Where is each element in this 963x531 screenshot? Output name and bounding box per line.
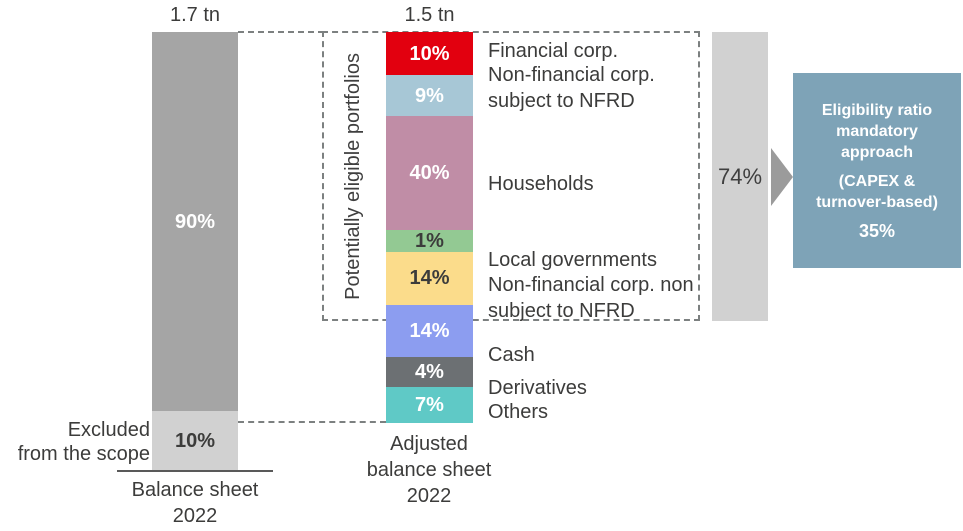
segment-in-scope: 90% [152,32,238,412]
segment-value-label: 4% [415,360,444,383]
segment-value-label: 14% [409,267,450,290]
bar1-caption-line1: Balance sheet [131,479,259,501]
segment-value-label: 7% [415,393,444,416]
eligible-portfolios-dashed-box [322,31,700,321]
category-label-nonfinancial-nfrd: Non-financial corp. subject to NFRD [488,64,655,112]
segment-value-label: 40% [409,161,450,184]
segment-excluded: 10% [152,411,238,471]
category-label-local-governments: Local governments [488,249,657,271]
segment-others: 7% [386,386,473,423]
bar2-total-label: 1.5 tn [404,4,455,26]
category-label-nonfinancial-non-nfrd: Non-financial corp. non subject to NFRD [488,274,694,322]
segment-derivatives: 4% [386,357,473,387]
excluded-from-scope-note: Excluded from the scope [0,418,150,466]
result-subtitle-line2: turnover-based) [816,193,938,211]
segment-value-label: 10% [174,430,216,453]
eligible-portfolios-label: Potentially eligible portfolios [341,53,364,300]
eligible-summary-value: 74% [717,163,763,189]
bar2-caption-line2: balance sheet [366,459,492,481]
segment-nonfinancial-nfrd: 9% [386,75,473,117]
balance-sheet-bar: 90% 10% [152,32,238,471]
dashed-connector-top [238,31,324,33]
bar1-axis-line [117,470,273,472]
segment-cash: 14% [386,304,473,358]
segment-financial-corp: 10% [386,32,473,76]
result-subtitle-line1: (CAPEX & [838,172,916,190]
bar2-caption-line1: Adjusted [390,433,468,455]
right-arrow-icon [771,148,793,206]
eligible-portfolios-label-wrap: Potentially eligible portfolios [322,32,384,321]
excluded-note-line2: from the scope [17,443,150,465]
category-label-households: Households [488,173,594,195]
eligible-summary-bar: 74% [712,32,768,321]
segment-value-label: 90% [174,210,216,233]
result-value: 35% [858,220,896,241]
category-label-cash: Cash [488,344,535,366]
segment-value-label: 10% [409,42,450,65]
bar2-caption-line3: 2022 [406,485,452,507]
segment-value-label: 14% [409,319,450,342]
category-label-others: Others [488,401,549,423]
category-label-derivatives: Derivatives [488,377,587,399]
bar2-caption: Adjusted balance sheet 2022 [349,431,509,509]
bar1-caption: Balance sheet 2022 [117,477,273,529]
segment-nonfinancial-non-nfrd: 14% [386,251,473,305]
segment-value-label: 1% [415,229,444,252]
category-label-financial-corp: Financial corp. [488,40,619,62]
result-title-line2: mandatory [836,122,918,140]
adjusted-balance-sheet-bar: 10% 9% 40% 1% 14% 14% 4% 7% [386,32,473,423]
bar1-total-label: 1.7 tn [169,4,221,26]
result-title-line3: approach [840,143,913,161]
segment-households: 40% [386,116,473,230]
segment-value-label: 9% [415,84,444,107]
dashed-connector-middle [238,421,386,423]
eligibility-ratio-result-box: Eligibility ratio mandatory approach (CA… [793,73,961,268]
bar1-caption-line2: 2022 [172,505,218,527]
result-title-line1: Eligibility ratio [821,101,933,119]
excluded-note-line1: Excluded [67,419,150,441]
segment-local-governments: 1% [386,229,473,252]
